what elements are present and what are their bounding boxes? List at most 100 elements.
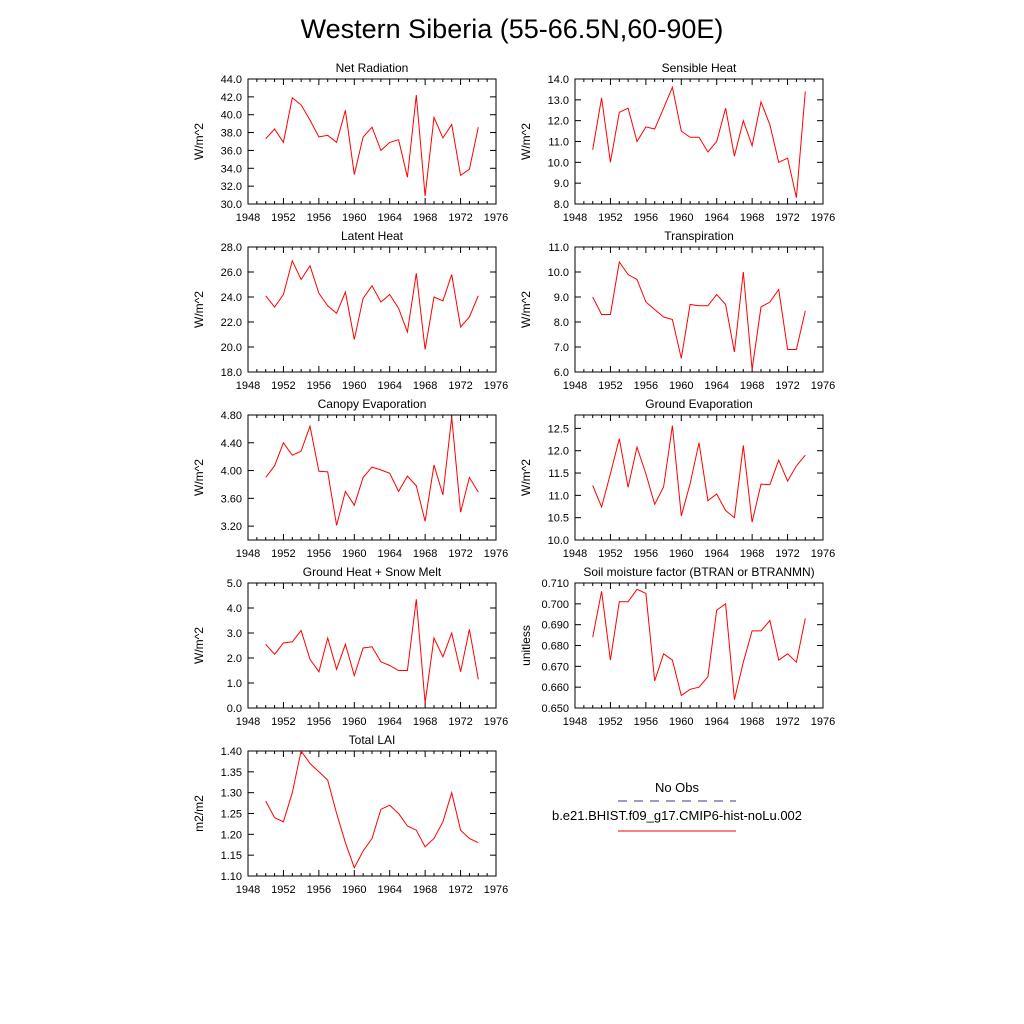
x-tick-label: 1960 — [342, 380, 366, 392]
x-tick-label: 1960 — [342, 212, 366, 224]
y-tick-label: 10.0 — [548, 267, 569, 279]
x-tick-label: 1956 — [634, 380, 658, 392]
panel-title: Ground Evaporation — [645, 397, 752, 411]
x-tick-label: 1964 — [704, 212, 728, 224]
y-tick-label: 1.35 — [221, 767, 242, 779]
y-tick-label: 8.0 — [554, 199, 569, 211]
y-tick-label: 3.20 — [221, 521, 242, 533]
x-tick-label: 1956 — [634, 548, 658, 560]
y-axis-label: W/m^2 — [519, 459, 533, 496]
x-tick-label: 1964 — [377, 380, 401, 392]
y-tick-label: 11.0 — [548, 137, 569, 149]
y-tick-label: 1.25 — [221, 809, 242, 821]
chart-panel: 1948 1952 1956 1960 1964 1968 1972 1976 10.0 10.5… — [519, 397, 835, 560]
y-axis-label: W/m^2 — [192, 291, 206, 328]
chart-panel: 1948 1952 1956 1960 1964 1968 1972 1976 18.0 20.0… — [192, 229, 508, 392]
x-tick-label: 1952 — [598, 380, 622, 392]
y-tick-label: 3.0 — [227, 628, 242, 640]
y-tick-label: 3.60 — [221, 493, 242, 505]
x-tick-label: 1976 — [484, 548, 508, 560]
x-tick-label: 1976 — [484, 884, 508, 896]
x-tick-label: 1956 — [307, 884, 331, 896]
y-tick-label: 1.40 — [221, 746, 242, 758]
x-tick-label: 1948 — [236, 212, 260, 224]
y-tick-label: 30.0 — [221, 199, 242, 211]
x-tick-label: 1964 — [704, 380, 728, 392]
x-tick-label: 1968 — [413, 212, 437, 224]
x-tick-label: 1972 — [775, 380, 799, 392]
y-tick-label: 0.690 — [541, 620, 569, 632]
x-tick-label: 1976 — [484, 716, 508, 728]
x-tick-label: 1956 — [634, 212, 658, 224]
x-tick-label: 1976 — [811, 212, 835, 224]
x-tick-label: 1948 — [563, 380, 587, 392]
x-tick-label: 1968 — [740, 380, 764, 392]
x-tick-label: 1948 — [563, 548, 587, 560]
y-tick-label: 1.20 — [221, 829, 242, 841]
x-tick-label: 1960 — [342, 884, 366, 896]
x-tick-label: 1952 — [271, 716, 295, 728]
x-tick-label: 1948 — [563, 212, 587, 224]
y-tick-label: 1.0 — [227, 678, 242, 690]
x-tick-label: 1964 — [377, 548, 401, 560]
x-tick-label: 1956 — [634, 716, 658, 728]
y-tick-label: 38.0 — [221, 128, 242, 140]
y-tick-label: 14.0 — [548, 74, 569, 86]
x-tick-label: 1968 — [740, 548, 764, 560]
y-axis-label: W/m^2 — [192, 123, 206, 160]
x-tick-label: 1952 — [598, 548, 622, 560]
x-tick-label: 1968 — [740, 716, 764, 728]
y-axis-label: unitless — [519, 625, 533, 666]
y-tick-label: 9.0 — [554, 178, 569, 190]
series-line — [592, 85, 806, 198]
y-tick-label: 13.0 — [548, 95, 569, 107]
y-axis-label: W/m^2 — [192, 627, 206, 664]
y-tick-label: 34.0 — [221, 163, 242, 175]
y-tick-label: 8.0 — [554, 317, 569, 329]
x-tick-label: 1948 — [236, 716, 260, 728]
panel-title: Soil moisture factor (BTRAN or BTRANMN) — [583, 565, 814, 579]
panel-title: Ground Heat + Snow Melt — [303, 565, 442, 579]
x-tick-label: 1968 — [413, 884, 437, 896]
x-tick-label: 1972 — [448, 716, 472, 728]
y-tick-label: 4.80 — [221, 410, 242, 422]
x-tick-label: 1960 — [669, 548, 693, 560]
series-line — [265, 95, 479, 197]
y-tick-label: 18.0 — [221, 367, 242, 379]
x-tick-label: 1972 — [448, 884, 472, 896]
x-tick-label: 1952 — [598, 716, 622, 728]
y-tick-label: 0.650 — [541, 703, 569, 715]
y-tick-label: 1.30 — [221, 788, 242, 800]
y-tick-label: 44.0 — [221, 74, 242, 86]
y-tick-label: 40.0 — [221, 110, 242, 122]
x-tick-label: 1972 — [775, 716, 799, 728]
y-tick-label: 0.700 — [541, 599, 569, 611]
series-line — [592, 425, 806, 523]
series-line — [265, 417, 479, 526]
y-tick-label: 24.0 — [221, 292, 242, 304]
x-tick-label: 1972 — [775, 548, 799, 560]
legend: No Obs b.e21.BHIST.f09_g17.CMIP6-hist-noL… — [552, 780, 802, 832]
y-tick-label: 5.0 — [227, 578, 242, 590]
panel-title: Sensible Heat — [662, 61, 737, 75]
y-tick-label: 36.0 — [221, 145, 242, 157]
chart-panel: 1948 1952 1956 1960 1964 1968 1972 1976 30.0 32.0… — [192, 61, 508, 224]
x-tick-label: 1976 — [484, 212, 508, 224]
y-tick-label: 26.0 — [221, 267, 242, 279]
x-tick-label: 1964 — [704, 716, 728, 728]
x-tick-label: 1948 — [236, 548, 260, 560]
page-title: Western Siberia (55-66.5N,60-90E) — [300, 14, 724, 44]
y-tick-label: 0.0 — [227, 703, 242, 715]
x-tick-label: 1952 — [271, 380, 295, 392]
series-line — [265, 599, 479, 704]
y-tick-label: 7.0 — [554, 342, 569, 354]
x-tick-label: 1956 — [307, 548, 331, 560]
y-tick-label: 0.710 — [541, 578, 569, 590]
legend-obs-label: No Obs — [655, 780, 700, 795]
y-tick-label: 12.0 — [548, 116, 569, 128]
y-tick-label: 10.0 — [548, 157, 569, 169]
y-tick-label: 4.40 — [221, 438, 242, 450]
y-tick-label: 11.0 — [548, 242, 569, 254]
panel-title: Latent Heat — [341, 229, 404, 243]
x-tick-label: 1972 — [448, 548, 472, 560]
